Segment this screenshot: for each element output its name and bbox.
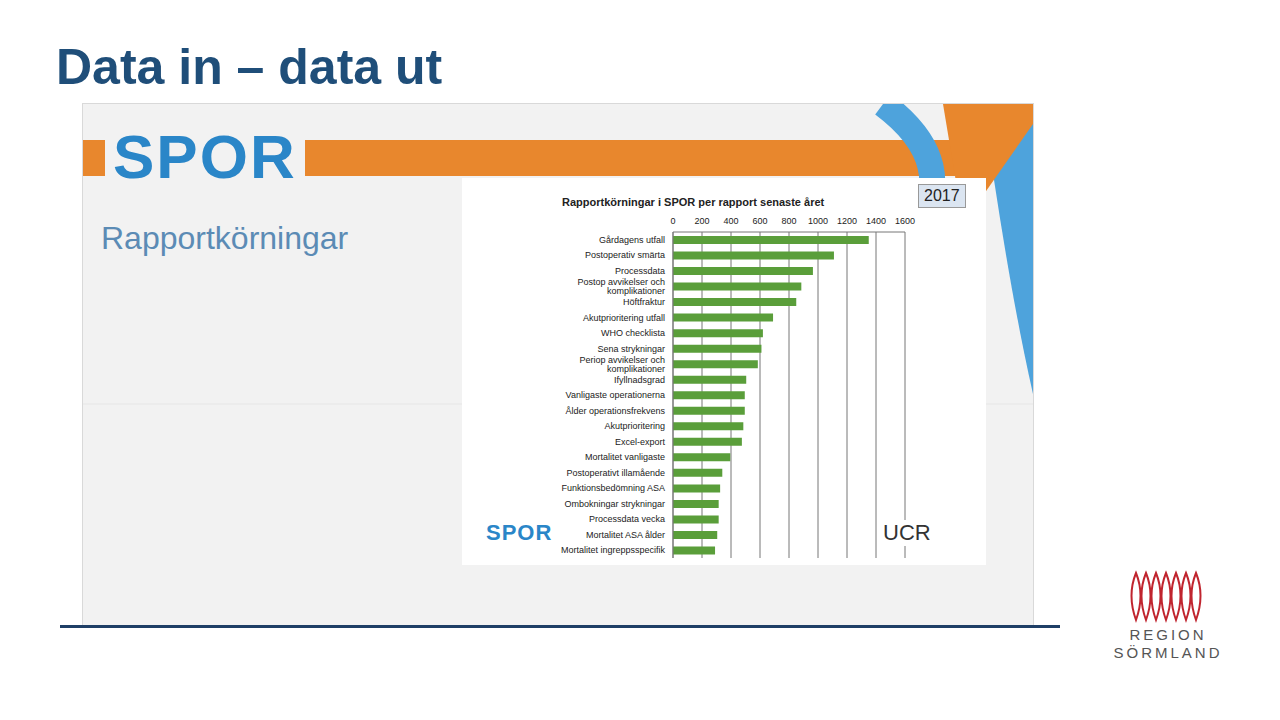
svg-text:Excel-export: Excel-export	[615, 437, 666, 447]
svg-text:Mortalitet ingreppsspecifik: Mortalitet ingreppsspecifik	[561, 545, 666, 555]
svg-text:Vanligaste operationerna: Vanligaste operationerna	[566, 390, 665, 400]
svg-text:Periop avvikelser ochkomplikat: Periop avvikelser ochkomplikationer	[579, 355, 665, 374]
svg-text:400: 400	[723, 216, 738, 226]
svg-text:Mortalitet vanligaste: Mortalitet vanligaste	[585, 452, 665, 462]
svg-text:0: 0	[670, 216, 675, 226]
svg-text:1000: 1000	[808, 216, 828, 226]
html-text:Rapportkörningar i SPOR per ra: Rapportkörningar i SPOR per rapport sena…	[562, 196, 825, 208]
html-text:Data in – data ut: Data in – data ut	[56, 39, 443, 95]
svg-text:800: 800	[781, 216, 796, 226]
svg-text:Akutprioritering: Akutprioritering	[604, 421, 665, 431]
svg-text:Postoperativt illamående: Postoperativt illamående	[566, 468, 665, 478]
svg-text:Sena strykningar: Sena strykningar	[597, 344, 665, 354]
svg-text:Postoperativ smärta: Postoperativ smärta	[585, 250, 665, 260]
svg-text:Gårdagens utfall: Gårdagens utfall	[599, 235, 665, 245]
html-text:REGION: REGION	[1129, 626, 1207, 643]
svg-text:Processdata vecka: Processdata vecka	[589, 514, 665, 524]
svg-text:Ombokningar strykningar: Ombokningar strykningar	[564, 499, 665, 509]
svg-text:Processdata: Processdata	[615, 266, 665, 276]
html-text:SÖRMLAND: SÖRMLAND	[1113, 644, 1223, 661]
html-text:UCR: UCR	[883, 520, 931, 545]
svg-text:Mortalitet ASA ålder: Mortalitet ASA ålder	[586, 530, 665, 540]
svg-text:600: 600	[752, 216, 767, 226]
svg-text:Postop avvikelser ochkomplikat: Postop avvikelser ochkomplikationer	[577, 277, 665, 296]
html-text:SPOR: SPOR	[486, 520, 553, 545]
svg-text:Ifyllnadsgrad: Ifyllnadsgrad	[614, 375, 665, 385]
svg-text:WHO checklista: WHO checklista	[601, 328, 665, 338]
svg-text:200: 200	[694, 216, 709, 226]
svg-text:Akutprioritering utfall: Akutprioritering utfall	[583, 313, 665, 323]
svg-text:Höftfraktur: Höftfraktur	[623, 297, 665, 307]
html-text:SPOR: SPOR	[113, 122, 297, 191]
svg-text:1400: 1400	[866, 216, 886, 226]
svg-text:Funktionsbedömning ASA: Funktionsbedömning ASA	[561, 483, 665, 493]
svg-text:Ålder operationsfrekvens: Ålder operationsfrekvens	[565, 406, 665, 416]
svg-text:1200: 1200	[837, 216, 857, 226]
svg-text:1600: 1600	[895, 216, 915, 226]
html-text:2017: 2017	[924, 187, 960, 204]
html-text:Rapportkörningar: Rapportkörningar	[101, 220, 349, 256]
